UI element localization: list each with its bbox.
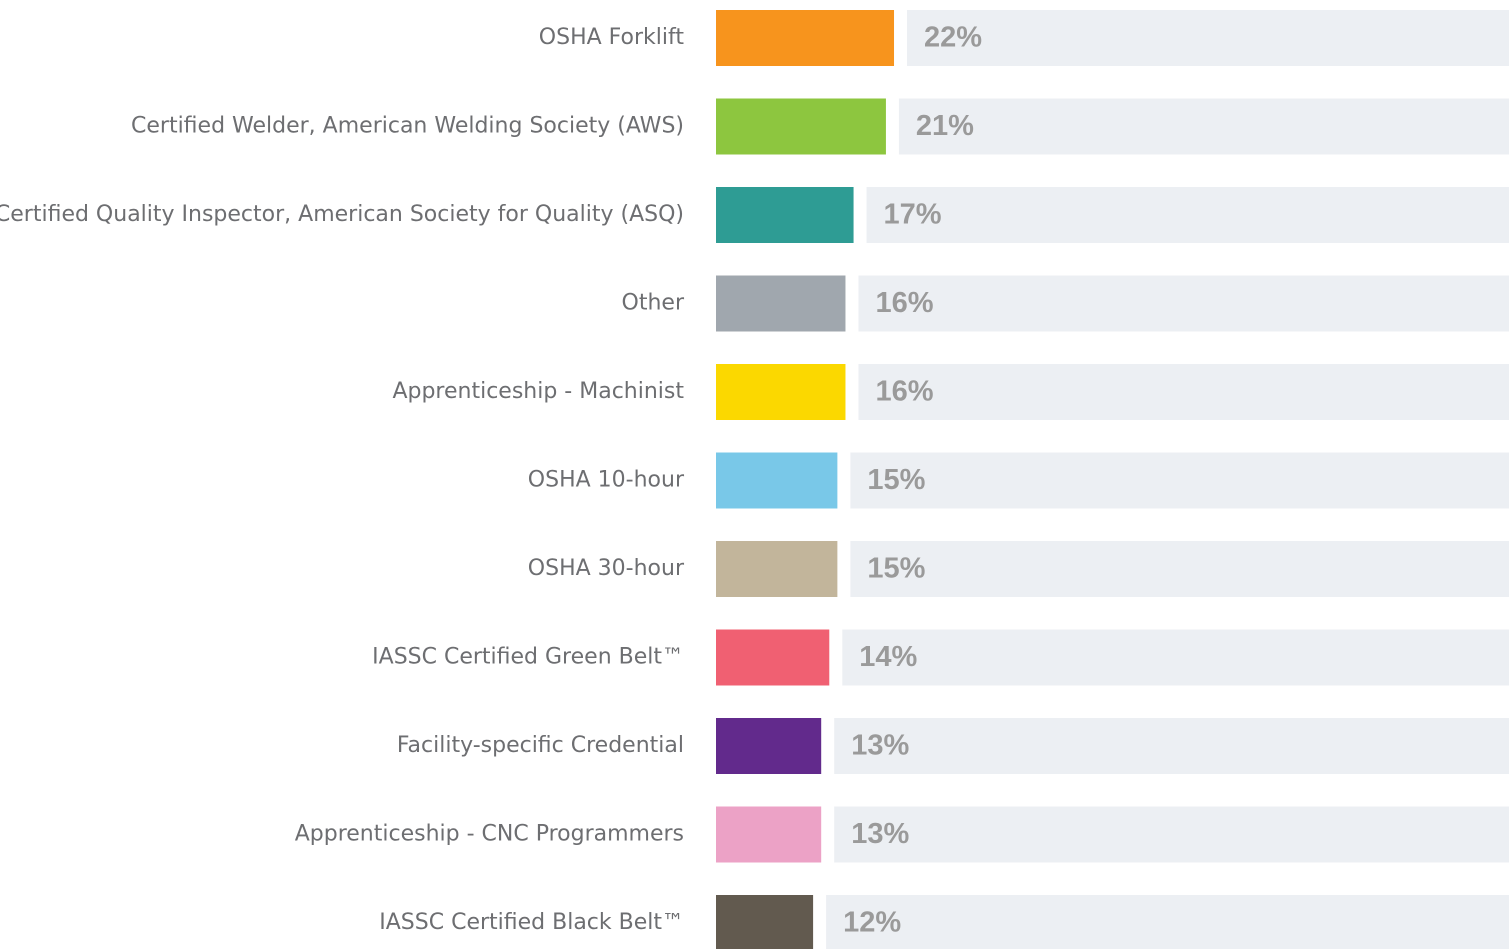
value-label: 22% bbox=[924, 22, 982, 54]
category-label: OSHA 10-hour bbox=[528, 468, 685, 493]
category-label: IASSC Certified Green Belt™ bbox=[372, 645, 684, 670]
category-label: Other bbox=[622, 291, 685, 316]
value-label: 21% bbox=[916, 110, 974, 142]
bar-track bbox=[834, 806, 1509, 863]
category-label: Apprenticeship - Machinist bbox=[392, 379, 684, 404]
bar-track bbox=[826, 895, 1509, 949]
bar-track bbox=[834, 718, 1509, 774]
value-label: 16% bbox=[875, 376, 933, 408]
category-label: Certified Quality Inspector, American So… bbox=[0, 202, 684, 227]
bar bbox=[716, 718, 822, 774]
category-label: Certified Welder, American Welding Socie… bbox=[131, 114, 684, 139]
bar bbox=[716, 98, 886, 155]
category-label: Facility-specific Credential bbox=[397, 733, 684, 758]
value-label: 13% bbox=[851, 730, 909, 762]
bar bbox=[716, 10, 895, 66]
bar bbox=[716, 895, 814, 949]
category-label: OSHA Forklift bbox=[539, 25, 685, 50]
bar bbox=[716, 806, 822, 863]
bar-track bbox=[850, 452, 1509, 509]
value-label: 17% bbox=[884, 199, 942, 231]
bar bbox=[716, 629, 830, 686]
bar-track bbox=[858, 364, 1509, 420]
bar bbox=[716, 541, 838, 597]
category-label: IASSC Certified Black Belt™ bbox=[379, 910, 684, 935]
value-label: 14% bbox=[859, 641, 917, 673]
bar bbox=[716, 452, 838, 509]
value-label: 16% bbox=[875, 287, 933, 319]
value-label: 15% bbox=[867, 553, 925, 585]
category-label: Apprenticeship - CNC Programmers bbox=[295, 822, 684, 847]
bar-track bbox=[898, 98, 1509, 155]
bar-track bbox=[866, 187, 1509, 243]
value-label: 13% bbox=[851, 818, 909, 850]
bar-track bbox=[907, 10, 1509, 66]
bar-track bbox=[858, 275, 1509, 332]
category-label: OSHA 30-hour bbox=[528, 556, 685, 581]
bar bbox=[716, 275, 846, 332]
bar bbox=[716, 364, 846, 420]
value-label: 15% bbox=[867, 464, 925, 496]
bar-track bbox=[850, 541, 1509, 597]
bar-track bbox=[842, 629, 1509, 686]
bar bbox=[716, 187, 854, 243]
value-label: 12% bbox=[843, 907, 901, 939]
